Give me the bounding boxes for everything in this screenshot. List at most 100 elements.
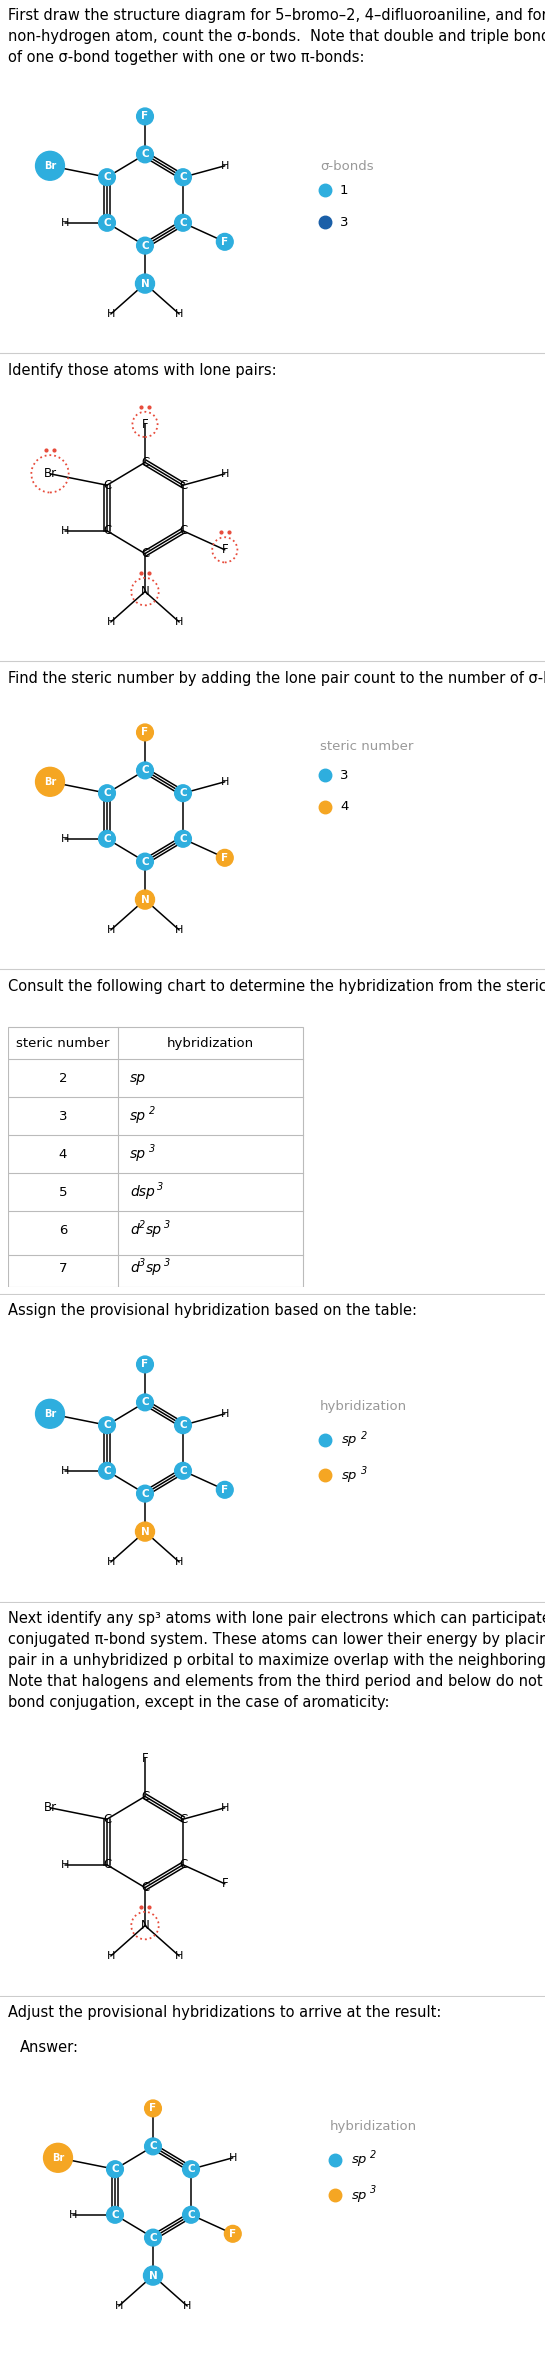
Text: F: F bbox=[221, 852, 228, 864]
Text: C: C bbox=[111, 2163, 119, 2175]
Text: 6: 6 bbox=[59, 1224, 67, 1236]
Text: F: F bbox=[149, 2104, 156, 2114]
Circle shape bbox=[137, 1356, 153, 1372]
Text: C: C bbox=[103, 1813, 111, 1827]
Text: d: d bbox=[130, 1262, 139, 1276]
Circle shape bbox=[35, 1398, 64, 1429]
Text: H: H bbox=[61, 525, 69, 537]
Text: C: C bbox=[103, 219, 111, 228]
Text: H: H bbox=[175, 1951, 183, 1961]
Circle shape bbox=[144, 2229, 161, 2246]
Circle shape bbox=[44, 2144, 72, 2173]
Circle shape bbox=[99, 1417, 116, 1434]
Circle shape bbox=[225, 2225, 241, 2241]
Text: sp: sp bbox=[130, 1071, 146, 1085]
Text: First draw the structure diagram for 5–bromo–2, 4–difluoroaniline, and for every: First draw the structure diagram for 5–b… bbox=[8, 7, 545, 66]
Text: H: H bbox=[221, 160, 229, 172]
Text: dsp: dsp bbox=[130, 1184, 155, 1198]
Text: Find the steric number by adding the lone pair count to the number of σ-bonds:: Find the steric number by adding the lon… bbox=[8, 671, 545, 685]
Text: H: H bbox=[221, 777, 229, 786]
Circle shape bbox=[136, 1523, 154, 1542]
Text: 3: 3 bbox=[370, 2185, 376, 2194]
Text: N: N bbox=[141, 895, 149, 904]
Text: 3: 3 bbox=[361, 1467, 367, 1476]
Circle shape bbox=[137, 1485, 153, 1502]
Circle shape bbox=[137, 146, 153, 162]
Circle shape bbox=[136, 273, 154, 294]
Text: 3: 3 bbox=[164, 1257, 170, 1269]
Text: F: F bbox=[221, 238, 228, 247]
Circle shape bbox=[144, 2137, 161, 2154]
Circle shape bbox=[144, 2100, 161, 2116]
Text: Br: Br bbox=[44, 1801, 57, 1815]
Text: C: C bbox=[179, 1419, 187, 1431]
Text: C: C bbox=[141, 457, 149, 468]
Text: 3: 3 bbox=[157, 1182, 164, 1191]
Text: H: H bbox=[107, 617, 115, 626]
Text: C: C bbox=[179, 833, 187, 843]
Circle shape bbox=[99, 169, 116, 186]
Text: F: F bbox=[142, 1358, 149, 1370]
Text: H: H bbox=[175, 617, 183, 626]
Text: 3: 3 bbox=[149, 1144, 155, 1153]
Text: 4: 4 bbox=[340, 800, 348, 814]
Text: C: C bbox=[141, 857, 149, 866]
Text: Adjust the provisional hybridizations to arrive at the result:: Adjust the provisional hybridizations to… bbox=[8, 2006, 441, 2020]
Text: H: H bbox=[183, 2300, 191, 2312]
Text: H: H bbox=[107, 1951, 115, 1961]
Text: H: H bbox=[221, 468, 229, 478]
Text: H: H bbox=[107, 925, 115, 935]
Text: 2: 2 bbox=[361, 1431, 367, 1441]
Circle shape bbox=[143, 2267, 162, 2286]
Text: 3: 3 bbox=[340, 217, 348, 228]
Text: σ-bonds: σ-bonds bbox=[320, 160, 374, 172]
Circle shape bbox=[174, 214, 191, 231]
Text: H: H bbox=[61, 1467, 69, 1476]
Text: sp: sp bbox=[342, 1434, 358, 1445]
Text: C: C bbox=[141, 1881, 149, 1895]
Text: F: F bbox=[142, 419, 148, 431]
Text: C: C bbox=[103, 833, 111, 843]
Circle shape bbox=[136, 890, 154, 909]
Text: C: C bbox=[141, 765, 149, 774]
Text: 5: 5 bbox=[59, 1186, 67, 1198]
Text: 3: 3 bbox=[340, 767, 348, 782]
Circle shape bbox=[216, 850, 233, 866]
Text: H: H bbox=[175, 1556, 183, 1568]
Text: sp: sp bbox=[352, 2154, 367, 2166]
Text: steric number: steric number bbox=[16, 1038, 110, 1050]
Text: C: C bbox=[103, 525, 111, 537]
Circle shape bbox=[35, 151, 64, 181]
Text: Br: Br bbox=[44, 777, 56, 786]
Text: C: C bbox=[179, 1813, 187, 1827]
Text: F: F bbox=[221, 1876, 228, 1890]
Text: C: C bbox=[103, 1419, 111, 1431]
Text: N: N bbox=[149, 2272, 158, 2281]
Text: C: C bbox=[187, 2210, 195, 2220]
Text: N: N bbox=[141, 1528, 149, 1537]
Circle shape bbox=[137, 725, 153, 742]
Text: H: H bbox=[221, 1408, 229, 1419]
Text: C: C bbox=[103, 1467, 111, 1476]
Text: H: H bbox=[69, 2210, 77, 2220]
Circle shape bbox=[99, 831, 116, 847]
Text: F: F bbox=[142, 111, 149, 122]
Text: 1: 1 bbox=[340, 184, 348, 195]
Text: C: C bbox=[103, 789, 111, 798]
Text: H: H bbox=[61, 219, 69, 228]
Text: Br: Br bbox=[44, 468, 57, 480]
Circle shape bbox=[174, 1462, 191, 1478]
Text: C: C bbox=[179, 172, 187, 181]
Text: Br: Br bbox=[52, 2154, 64, 2163]
Text: 2: 2 bbox=[59, 1071, 67, 1085]
Text: hybridization: hybridization bbox=[320, 1401, 407, 1412]
Text: H: H bbox=[61, 1860, 69, 1869]
Text: N: N bbox=[141, 586, 149, 598]
Text: 3: 3 bbox=[164, 1219, 170, 1231]
Text: F: F bbox=[221, 544, 228, 556]
Text: C: C bbox=[103, 1857, 111, 1871]
Text: H: H bbox=[228, 2154, 237, 2163]
Circle shape bbox=[174, 1417, 191, 1434]
Text: F: F bbox=[142, 1751, 148, 1766]
Text: 7: 7 bbox=[59, 1262, 67, 1274]
